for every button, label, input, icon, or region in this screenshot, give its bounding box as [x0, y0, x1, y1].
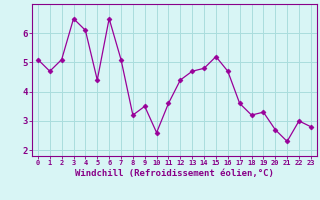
X-axis label: Windchill (Refroidissement éolien,°C): Windchill (Refroidissement éolien,°C) — [75, 169, 274, 178]
